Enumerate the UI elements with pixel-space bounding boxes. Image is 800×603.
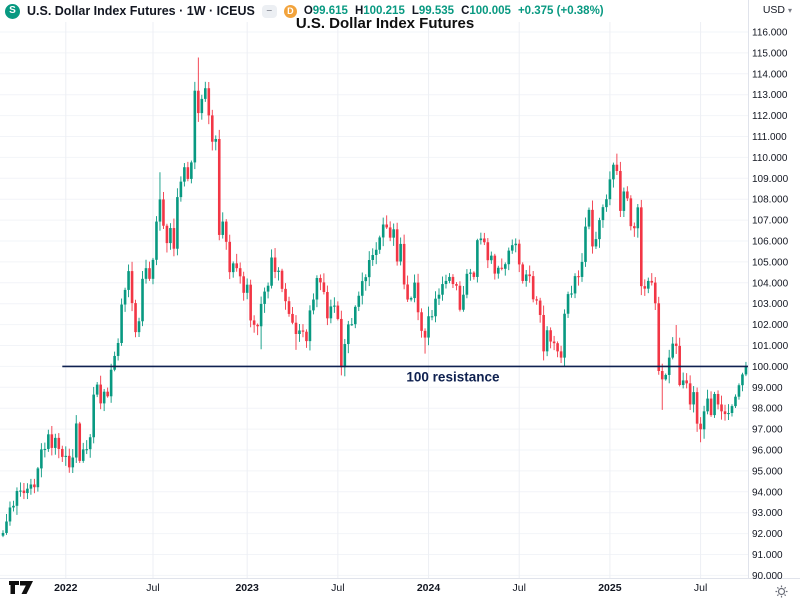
high-label: H bbox=[354, 5, 364, 17]
change-value: +0.375 (+0.38%) bbox=[517, 5, 604, 17]
svg-text:109.000: 109.000 bbox=[752, 174, 789, 185]
svg-text:97.000: 97.000 bbox=[752, 425, 783, 436]
svg-text:114.000: 114.000 bbox=[752, 69, 788, 80]
svg-text:2023: 2023 bbox=[235, 582, 259, 594]
svg-text:115.000: 115.000 bbox=[752, 48, 788, 59]
svg-text:95.000: 95.000 bbox=[752, 466, 783, 477]
axis-borders bbox=[0, 0, 800, 579]
svg-text:2024: 2024 bbox=[417, 582, 441, 594]
svg-text:98.000: 98.000 bbox=[752, 404, 783, 415]
chevron-down-icon: ▾ bbox=[787, 5, 792, 15]
svg-text:116.000: 116.000 bbox=[752, 28, 788, 39]
chart-title: U.S. Dollar Index Futures bbox=[295, 15, 475, 32]
delayed-data-badge[interactable]: D bbox=[283, 4, 297, 18]
minus-badge-icon[interactable]: – bbox=[261, 4, 277, 18]
svg-text:108.000: 108.000 bbox=[752, 195, 789, 206]
svg-text:103.000: 103.000 bbox=[752, 299, 789, 310]
symbol-logo-icon[interactable]: S bbox=[5, 3, 20, 19]
currency-label: USD bbox=[762, 4, 785, 16]
symbol-title[interactable]: U.S. Dollar Index Futures · 1W · ICEUS bbox=[27, 4, 255, 18]
svg-text:Jul: Jul bbox=[146, 582, 159, 594]
svg-text:93.000: 93.000 bbox=[752, 508, 783, 519]
resistance-annotation[interactable]: 100 resistance bbox=[62, 365, 748, 384]
gear-icon[interactable] bbox=[775, 585, 788, 603]
svg-text:94.000: 94.000 bbox=[752, 487, 783, 498]
svg-text:2022: 2022 bbox=[54, 582, 78, 594]
high-value: 100.215 bbox=[363, 5, 405, 17]
open-label: O bbox=[303, 5, 313, 17]
svg-text:106.000: 106.000 bbox=[752, 237, 789, 248]
svg-text:110.000: 110.000 bbox=[752, 153, 788, 164]
svg-text:111.000: 111.000 bbox=[752, 132, 787, 143]
svg-text:Jul: Jul bbox=[331, 582, 344, 594]
svg-text:112.000: 112.000 bbox=[752, 111, 788, 122]
resistance-label[interactable]: 100 resistance bbox=[406, 369, 500, 384]
svg-text:Jul: Jul bbox=[694, 582, 707, 594]
svg-text:99.000: 99.000 bbox=[752, 383, 783, 394]
low-value: 99.535 bbox=[418, 5, 455, 17]
svg-text:104.000: 104.000 bbox=[752, 278, 789, 289]
grid-lines bbox=[0, 22, 748, 578]
svg-text:96.000: 96.000 bbox=[752, 446, 783, 457]
svg-text:91.000: 91.000 bbox=[752, 550, 783, 561]
svg-text:100.000: 100.000 bbox=[752, 362, 789, 373]
close-label: C bbox=[461, 5, 470, 17]
candlestick-series[interactable] bbox=[1, 57, 748, 538]
currency-selector[interactable]: USD ▾ bbox=[763, 4, 792, 16]
svg-text:105.000: 105.000 bbox=[752, 257, 789, 268]
svg-text:90.000: 90.000 bbox=[752, 571, 783, 582]
svg-text:101.000: 101.000 bbox=[752, 341, 789, 352]
svg-text:102.000: 102.000 bbox=[752, 320, 789, 331]
svg-text:107.000: 107.000 bbox=[752, 216, 789, 227]
svg-text:113.000: 113.000 bbox=[752, 90, 788, 101]
low-label: L bbox=[411, 5, 419, 17]
svg-text:92.000: 92.000 bbox=[752, 529, 783, 540]
svg-text:Jul: Jul bbox=[513, 582, 526, 594]
time-axis[interactable]: 2022 Jul 2023 Jul 2024 Jul 2025 Jul bbox=[54, 582, 707, 594]
price-axis[interactable]: 90.000 91.000 92.000 93.000 94.000 95.000 96.0… bbox=[752, 28, 789, 582]
ohlc-readout: O99.615 H100.215 L99.535 C100.005 +0.375… bbox=[304, 5, 604, 17]
svg-text:2025: 2025 bbox=[598, 582, 622, 594]
tradingview-logo-icon[interactable] bbox=[9, 579, 35, 601]
symbol-legend: S U.S. Dollar Index Futures · 1W · ICEUS… bbox=[5, 3, 604, 19]
open-value: 99.615 bbox=[312, 5, 348, 17]
close-value: 100.005 bbox=[469, 5, 511, 17]
